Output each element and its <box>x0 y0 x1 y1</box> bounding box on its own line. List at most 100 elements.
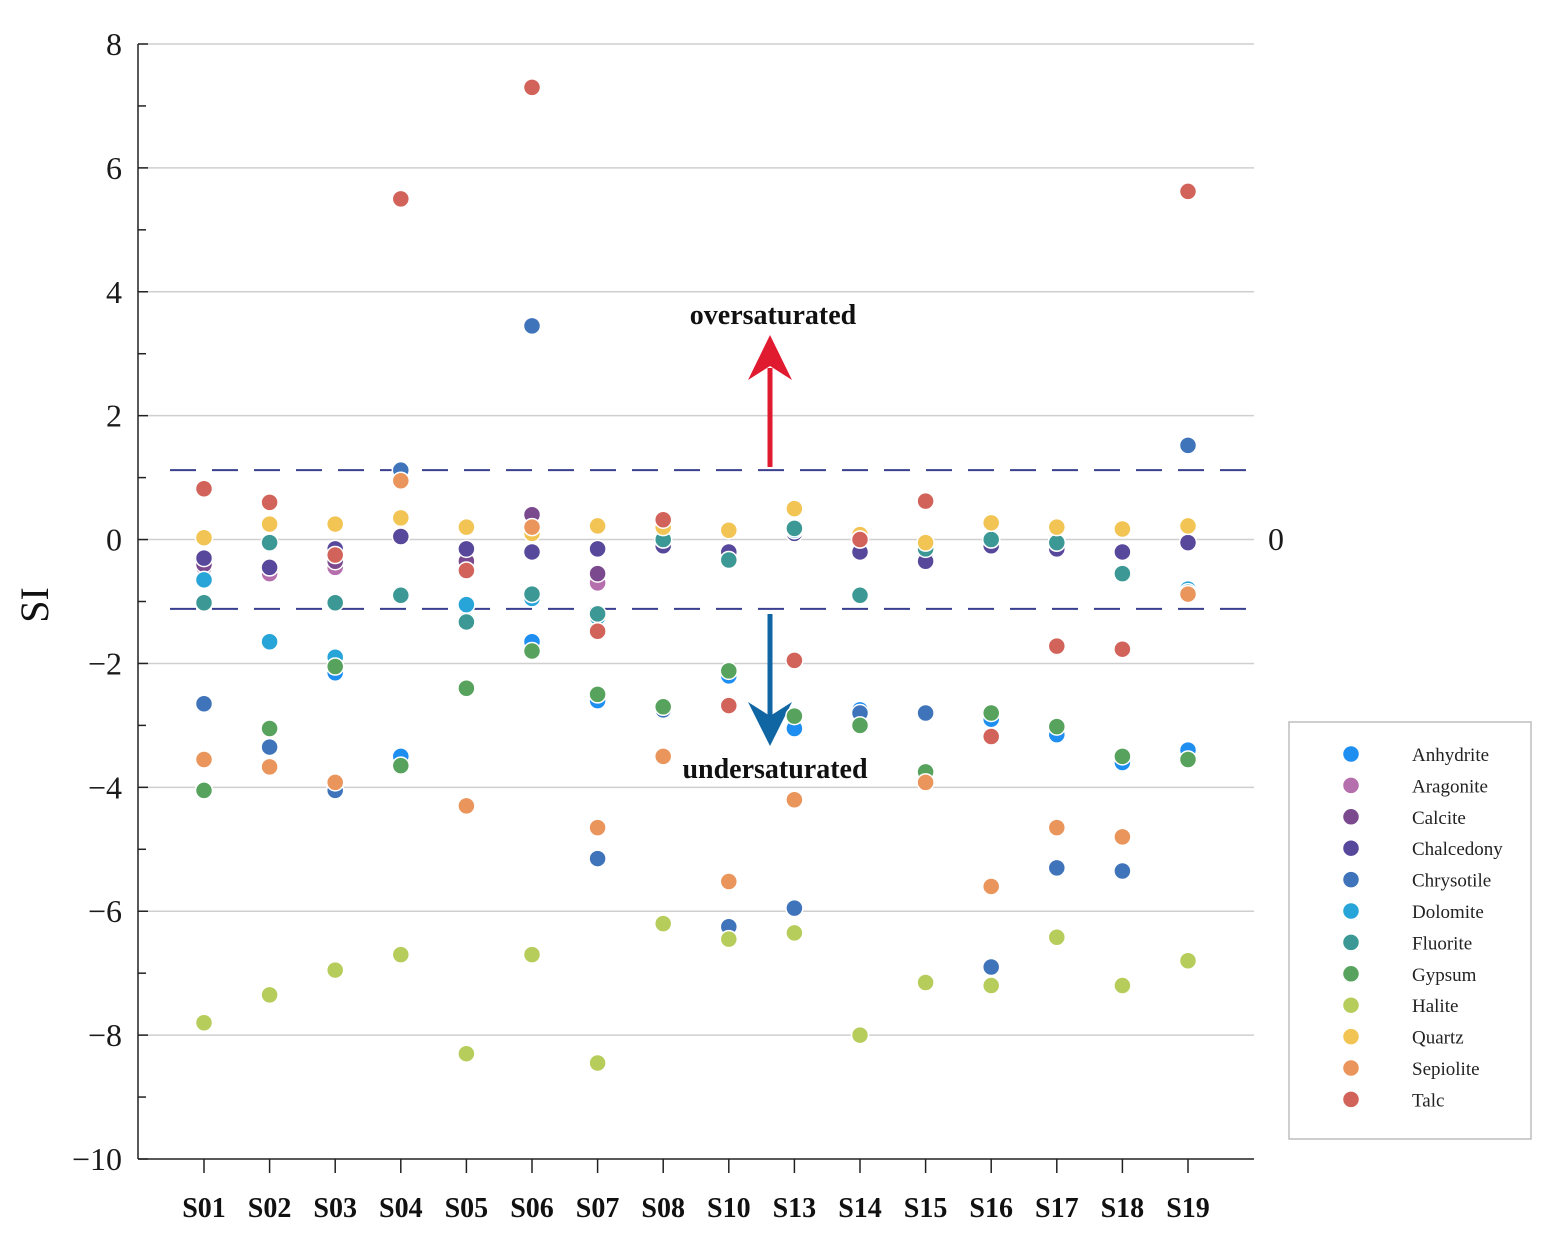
data-point <box>1113 827 1132 847</box>
legend-label: Fluorite <box>1412 933 1472 954</box>
x-tick-label: S13 <box>773 1193 817 1224</box>
data-point <box>653 510 673 529</box>
data-point <box>588 621 607 641</box>
data-point <box>260 757 279 777</box>
data-point <box>194 694 214 713</box>
data-point <box>457 1044 476 1063</box>
legend-label: Calcite <box>1412 808 1466 829</box>
series-dolomite <box>194 521 1198 667</box>
down-arrow-head-icon <box>748 702 792 746</box>
data-point <box>325 657 345 676</box>
data-point <box>1113 519 1132 539</box>
data-point <box>1178 436 1198 455</box>
data-point <box>391 189 411 209</box>
legend-box <box>1288 721 1532 1140</box>
data-point <box>1113 564 1132 583</box>
y-tick-label: −4 <box>88 769 122 805</box>
series-halite <box>194 914 1198 1073</box>
data-point <box>588 539 607 559</box>
legend-marker <box>1341 807 1361 827</box>
data-point <box>194 750 214 769</box>
data-point <box>981 976 1001 995</box>
data-point <box>981 530 1001 549</box>
data-point <box>522 542 542 562</box>
gridlines <box>138 43 1254 1036</box>
legend-label: Chalcedony <box>1412 839 1503 860</box>
data-point <box>260 719 279 738</box>
data-point <box>260 533 279 552</box>
x-tick-label: S10 <box>707 1193 751 1224</box>
data-point <box>785 519 804 538</box>
legend-label: Aragonite <box>1412 776 1488 797</box>
legend-label: Quartz <box>1412 1028 1464 1049</box>
data-point <box>1047 717 1067 736</box>
x-tick-label: S05 <box>445 1193 489 1224</box>
data-point <box>1178 182 1198 201</box>
data-point <box>785 790 804 809</box>
data-point <box>719 696 739 715</box>
annotations: oversaturated undersaturated <box>682 300 868 785</box>
oversaturated-label: oversaturated <box>690 300 857 331</box>
data-point <box>457 595 476 614</box>
data-point <box>325 593 345 612</box>
legend-marker <box>1341 1027 1361 1046</box>
data-point <box>457 517 476 537</box>
data-point <box>653 747 673 766</box>
legend-label: Sepiolite <box>1412 1059 1480 1080</box>
x-tick-label: S16 <box>969 1193 1013 1224</box>
x-tick-label: S18 <box>1101 1193 1145 1224</box>
data-point <box>522 584 542 604</box>
series-gypsum <box>194 641 1198 800</box>
data-point <box>850 586 870 605</box>
data-point <box>588 516 607 536</box>
series-sepiolite <box>194 471 1198 896</box>
data-point <box>588 564 607 583</box>
data-points <box>194 78 1198 1073</box>
data-point <box>457 678 476 698</box>
data-point <box>457 612 476 632</box>
data-point <box>522 641 542 661</box>
data-point <box>1047 818 1067 837</box>
series-anhydrite <box>194 570 1198 785</box>
data-point <box>719 550 739 570</box>
x-tick-label: S01 <box>182 1193 226 1224</box>
data-point <box>588 818 607 837</box>
y-tick-label: 2 <box>106 398 122 434</box>
up-arrow-head-icon <box>748 335 792 380</box>
data-point <box>981 727 1001 746</box>
data-point <box>391 945 411 964</box>
y-tick-label: −8 <box>88 1017 122 1053</box>
legend: Anhydrite Aragonite Calcite Chalcedony Chrys… <box>1288 721 1532 1140</box>
data-point <box>325 545 345 565</box>
data-point <box>194 781 214 800</box>
data-point <box>719 872 739 891</box>
legend-label: Gypsum <box>1412 965 1477 986</box>
data-point <box>1047 533 1067 552</box>
axes: −10 −8 −6 −4 −2 0 2 4 6 8 S01 S02 S03 S04 S05 S06 S07 S08… <box>72 26 1254 1224</box>
undersaturated-label: undersaturated <box>682 754 868 785</box>
series-chalcedony <box>194 524 1198 577</box>
legend-marker <box>1341 1090 1361 1109</box>
legend-marker <box>1341 744 1361 764</box>
legend-label: Chrysotile <box>1412 871 1491 892</box>
x-tick-label: S15 <box>904 1193 948 1224</box>
series-quartz <box>194 499 1198 552</box>
x-tick-label: S14 <box>838 1193 882 1224</box>
data-point <box>785 898 804 918</box>
data-point <box>1178 584 1198 604</box>
data-point <box>1178 951 1198 971</box>
data-point <box>981 513 1001 533</box>
y-tick-label: −10 <box>72 1141 122 1177</box>
data-point <box>916 773 935 792</box>
data-point <box>325 514 345 534</box>
series-talc <box>194 78 1198 746</box>
data-point <box>391 471 411 490</box>
data-point <box>1113 747 1132 766</box>
series-fluorite <box>194 519 1198 632</box>
data-point <box>1047 517 1067 537</box>
data-point <box>653 914 673 933</box>
data-point <box>522 316 542 336</box>
data-point <box>916 533 935 552</box>
x-tick-label: S04 <box>379 1193 423 1224</box>
